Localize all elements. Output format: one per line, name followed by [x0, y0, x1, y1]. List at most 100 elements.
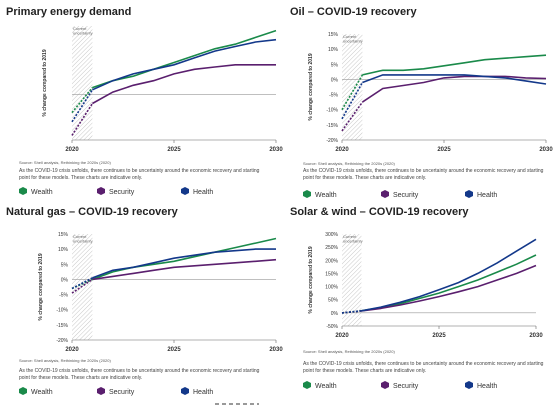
- chart-title: Primary energy demand: [6, 6, 132, 18]
- y-tick-label: 200%: [325, 258, 338, 264]
- legend-label: Health: [193, 389, 214, 396]
- x-tick-label: 2030: [269, 347, 283, 353]
- y-tick-label: 0%: [61, 277, 69, 283]
- disclaimer-text: As the COVID-19 crisis unfolds, there co…: [19, 168, 260, 181]
- series-line-security-uncertain: [71, 103, 94, 136]
- y-tick-label: 100%: [325, 285, 338, 291]
- y-tick-label: -15%: [326, 123, 338, 129]
- disclaimer-text: As the COVID-19 crisis unfolds, there co…: [19, 368, 260, 381]
- y-tick-label: 15%: [328, 32, 339, 38]
- y-tick-label: 50%: [328, 298, 339, 304]
- y-tick-label: 5%: [61, 262, 69, 268]
- line-chart: Current uncertainty 2020 2025 2030 % change c…: [42, 26, 283, 153]
- uncertainty-band: [72, 26, 93, 140]
- annotation-label: Current uncertainty: [343, 34, 363, 44]
- series-line-health: [92, 248, 276, 279]
- x-tick-label: 2020: [335, 333, 349, 339]
- hexagon-icon: [97, 387, 105, 395]
- y-tick-label: 300%: [325, 232, 338, 238]
- y-tick-label: 10%: [328, 47, 339, 53]
- y-axis-label: % change compared to 2019: [42, 49, 48, 116]
- chart-title: Natural gas – COVID-19 recovery: [6, 206, 178, 218]
- series-line-wealth: [362, 54, 547, 76]
- series-line-health-uncertain: [71, 89, 94, 123]
- line-chart: Current uncertainty 15% 10% 5% 0% -5% -10% -15% -…: [38, 232, 283, 353]
- series-line-health: [362, 74, 547, 85]
- y-tick-label: -15%: [56, 323, 68, 329]
- y-tick-label: 15%: [58, 232, 69, 238]
- x-tick-label: 2030: [529, 333, 543, 339]
- series-line-wealth: [92, 237, 277, 281]
- hexagon-icon: [19, 187, 27, 195]
- hexagon-icon: [465, 381, 473, 389]
- line-chart: Current uncertainty 300% 250% 200% 150% 100% 50…: [308, 232, 543, 339]
- series-line-security: [361, 75, 547, 103]
- x-tick-label: 2020: [335, 147, 349, 153]
- x-tick-label: 2030: [269, 147, 283, 153]
- series-line-wealth-uncertain: [71, 87, 94, 114]
- y-tick-label: -10%: [326, 108, 338, 114]
- legend-label: Security: [393, 192, 419, 199]
- line-chart: Current uncertainty 15% 10% 5% 0% -5% -10% -15% -…: [308, 32, 553, 153]
- source-note: Source: Shell analysis, Rethinking the 2…: [19, 160, 111, 165]
- y-tick-label: 0%: [331, 311, 339, 317]
- series-line-wealth: [361, 254, 537, 312]
- legend: Wealth Security Health: [19, 387, 249, 399]
- legend-item-security: Security: [381, 381, 418, 390]
- y-axis-label: % change compared to 2019: [308, 53, 314, 120]
- y-tick-label: -5%: [329, 93, 338, 99]
- legend-label: Health: [477, 383, 498, 390]
- legend-item-security: Security: [381, 190, 418, 199]
- uncertainty-band: [342, 34, 363, 140]
- source-note: Source: Shell analysis, Rethinking the 2…: [303, 349, 395, 354]
- legend-label: Wealth: [315, 192, 337, 199]
- annotation-label: Current uncertainty: [343, 234, 363, 244]
- y-tick-label: 5%: [331, 62, 339, 68]
- y-tick-label: -5%: [59, 293, 68, 299]
- hexagon-icon: [97, 187, 105, 195]
- legend-item-wealth: Wealth: [303, 381, 337, 390]
- legend-item-security: Security: [97, 387, 134, 396]
- y-tick-label: 10%: [58, 247, 69, 253]
- x-tick-label: 2025: [432, 333, 446, 339]
- hexagon-icon: [465, 190, 473, 198]
- series-line-health: [361, 238, 537, 312]
- annotation-label: Current uncertainty: [73, 26, 93, 36]
- legend-item-wealth: Wealth: [19, 187, 53, 196]
- page-indicator: [215, 403, 259, 405]
- legend-label: Wealth: [315, 383, 337, 390]
- hexagon-icon: [181, 187, 189, 195]
- x-tick-label: 2020: [65, 347, 79, 353]
- y-tick-label: -10%: [56, 308, 68, 314]
- legend-label: Security: [109, 189, 135, 196]
- legend-item-wealth: Wealth: [303, 190, 337, 199]
- disclaimer-text: As the COVID-19 crisis unfolds, there co…: [303, 168, 544, 181]
- x-tick-label: 2025: [167, 347, 181, 353]
- y-axis-label: % change compared to 2019: [308, 246, 314, 313]
- x-tick-label: 2030: [539, 147, 553, 153]
- hexagon-icon: [381, 381, 389, 389]
- legend-item-health: Health: [181, 387, 213, 396]
- legend-label: Wealth: [31, 389, 53, 396]
- legend-label: Health: [477, 192, 498, 199]
- legend-label: Security: [393, 383, 419, 390]
- legend-label: Security: [109, 389, 135, 396]
- chart-title: Solar & wind – COVID-19 recovery: [290, 206, 469, 218]
- chart-panel-4: Solar & wind – COVID-19 recovery Current u…: [290, 206, 560, 404]
- hexagon-icon: [303, 190, 311, 198]
- chart-title: Oil – COVID-19 recovery: [290, 6, 417, 18]
- annotation-label: Current uncertainty: [73, 234, 93, 244]
- disclaimer-text: As the COVID-19 crisis unfolds, there co…: [303, 361, 544, 374]
- legend: Wealth Security Health: [303, 381, 533, 393]
- legend-label: Wealth: [31, 189, 53, 196]
- series-line-security: [92, 258, 277, 281]
- legend-item-health: Health: [465, 190, 497, 199]
- series-line-health-uncertain: [71, 277, 93, 290]
- series-line-security: [92, 64, 276, 105]
- y-tick-label: 150%: [325, 271, 338, 277]
- hexagon-icon: [181, 387, 189, 395]
- legend-item-health: Health: [181, 187, 213, 196]
- source-note: Source: Shell analysis, Rethinking the 2…: [19, 358, 111, 363]
- y-tick-label: 250%: [325, 245, 338, 251]
- legend-item-security: Security: [97, 187, 134, 196]
